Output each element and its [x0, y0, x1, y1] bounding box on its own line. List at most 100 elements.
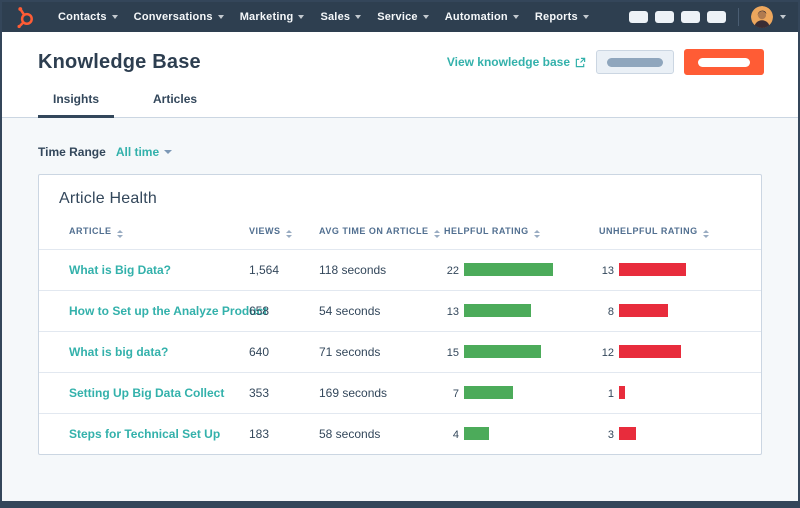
redacted-button-label — [607, 57, 663, 67]
nav-item-conversations[interactable]: Conversations — [127, 11, 231, 23]
unhelpful-cell: 13 — [569, 249, 761, 290]
table-row: Setting Up Big Data Collect 353 169 seco… — [39, 372, 761, 413]
helpful-bar — [464, 344, 541, 358]
article-link[interactable]: What is Big Data? — [69, 262, 172, 277]
nav-action-placeholder[interactable] — [629, 11, 648, 23]
time-range-dropdown[interactable]: All time — [115, 145, 173, 159]
unhelpful-bar — [619, 344, 681, 358]
helpful-cell: 22 — [414, 249, 569, 290]
nav-action-placeholder[interactable] — [655, 11, 674, 23]
helpful-bar — [464, 262, 553, 276]
nav-item-automation[interactable]: Automation — [438, 11, 526, 23]
helpful-cell: 4 — [414, 413, 569, 454]
nav-item-label: Sales — [320, 11, 351, 23]
avg-time-cell: 118 seconds — [319, 262, 387, 277]
column-header-unhelpful[interactable]: UNHELPFUL RATING — [569, 220, 761, 249]
article-link[interactable]: What is big data? — [69, 344, 169, 359]
unhelpful-bar — [619, 385, 625, 399]
chevron-down-icon — [355, 15, 362, 19]
nav-item-label: Contacts — [58, 11, 107, 23]
tab-bar: Insights Articles — [38, 92, 212, 118]
nav-item-label: Conversations — [133, 11, 213, 23]
column-header-article[interactable]: ARTICLE — [39, 220, 219, 249]
nav-action-placeholder[interactable] — [707, 11, 726, 23]
article-link[interactable]: How to Set up the Analyze Product — [69, 303, 268, 318]
avatar[interactable] — [751, 6, 773, 28]
sort-icon[interactable] — [702, 230, 709, 238]
article-link[interactable]: Setting Up Big Data Collect — [69, 385, 225, 400]
chevron-down-icon — [111, 15, 118, 19]
chevron-down-icon — [512, 15, 519, 19]
article-link[interactable]: Steps for Technical Set Up — [69, 426, 221, 441]
views-cell: 353 — [249, 385, 270, 400]
primary-button[interactable] — [684, 49, 764, 75]
view-knowledge-base-label: View knowledge base — [446, 55, 570, 69]
chevron-down-icon — [298, 15, 305, 19]
avg-time-cell: 58 seconds — [319, 426, 381, 441]
nav-item-reports[interactable]: Reports — [528, 11, 596, 23]
views-cell: 658 — [249, 303, 270, 318]
secondary-button[interactable] — [596, 50, 674, 74]
column-header-helpful[interactable]: HELPFUL RATING — [414, 220, 569, 249]
nav-item-label: Automation — [444, 11, 508, 23]
header-actions: View knowledge base — [447, 49, 764, 75]
table-row: What is Big Data? 1,564 118 seconds 22 1… — [39, 249, 761, 290]
sort-icon[interactable] — [533, 230, 540, 238]
helpful-bar — [464, 385, 513, 399]
unhelpful-cell: 12 — [569, 331, 761, 372]
table-row: Steps for Technical Set Up 183 58 second… — [39, 413, 761, 454]
card-title: Article Health — [59, 190, 157, 207]
sort-icon[interactable] — [285, 230, 292, 238]
external-link-icon — [575, 57, 586, 67]
nav-item-service[interactable]: Service — [370, 11, 436, 23]
tab-articles[interactable]: Articles — [153, 92, 198, 106]
avg-time-cell: 54 seconds — [319, 303, 381, 318]
page-title: Knowledge Base — [38, 50, 201, 73]
nav-action-placeholder[interactable] — [681, 11, 700, 23]
chevron-down-icon — [217, 15, 224, 19]
helpful-cell: 15 — [414, 331, 569, 372]
nav-item-sales[interactable]: Sales — [313, 11, 368, 23]
unhelpful-cell: 1 — [569, 372, 761, 413]
hubspot-logo-icon[interactable] — [12, 5, 37, 30]
chevron-down-icon — [164, 150, 173, 154]
main-content: Time Range All time Article Health ARTIC… — [2, 118, 798, 501]
top-navigation: Contacts Conversations Marketing Sales S… — [2, 2, 798, 32]
table-row: How to Set up the Analyze Product 658 54… — [39, 290, 761, 331]
main-nav: Contacts Conversations Marketing Sales S… — [51, 11, 596, 23]
views-cell: 1,564 — [249, 262, 280, 277]
chevron-down-icon — [582, 15, 589, 19]
column-header-views[interactable]: VIEWS — [219, 220, 292, 249]
views-cell: 183 — [249, 426, 270, 441]
redacted-button-label — [698, 57, 750, 67]
nav-item-marketing[interactable]: Marketing — [233, 11, 312, 23]
helpful-cell: 13 — [414, 290, 569, 331]
nav-item-label: Service — [377, 11, 418, 23]
view-knowledge-base-link[interactable]: View knowledge base — [447, 55, 586, 69]
time-range-filter: Time Range All time — [38, 143, 762, 161]
time-range-value: All time — [115, 145, 160, 159]
sort-icon[interactable] — [433, 230, 440, 238]
tab-insights[interactable]: Insights — [38, 92, 115, 118]
divider — [738, 8, 739, 26]
unhelpful-cell: 3 — [569, 413, 761, 454]
unhelpful-bar — [619, 303, 668, 317]
column-header-avg-time[interactable]: AVG TIME ON ARTICLE — [289, 220, 440, 249]
page-header: Knowledge Base View knowledge base I — [2, 32, 798, 118]
unhelpful-bar — [619, 426, 636, 440]
nav-item-label: Reports — [534, 11, 578, 23]
nav-item-label: Marketing — [239, 11, 294, 23]
sort-icon[interactable] — [116, 230, 123, 238]
table-header-row: ARTICLE VIEWS AVG TIME ON ARTICLE HELPFU… — [39, 220, 761, 249]
helpful-bar — [464, 303, 531, 317]
article-health-card: Article Health ARTICLE VIEWS AVG TIME ON… — [38, 174, 762, 455]
avg-time-cell: 71 seconds — [319, 344, 381, 359]
nav-right-actions — [629, 6, 786, 28]
unhelpful-cell: 8 — [569, 290, 761, 331]
views-cell: 640 — [249, 344, 270, 359]
nav-item-contacts[interactable]: Contacts — [51, 11, 125, 23]
time-range-label: Time Range — [38, 145, 106, 159]
chevron-down-icon — [422, 15, 429, 19]
chevron-down-icon[interactable] — [780, 15, 786, 19]
